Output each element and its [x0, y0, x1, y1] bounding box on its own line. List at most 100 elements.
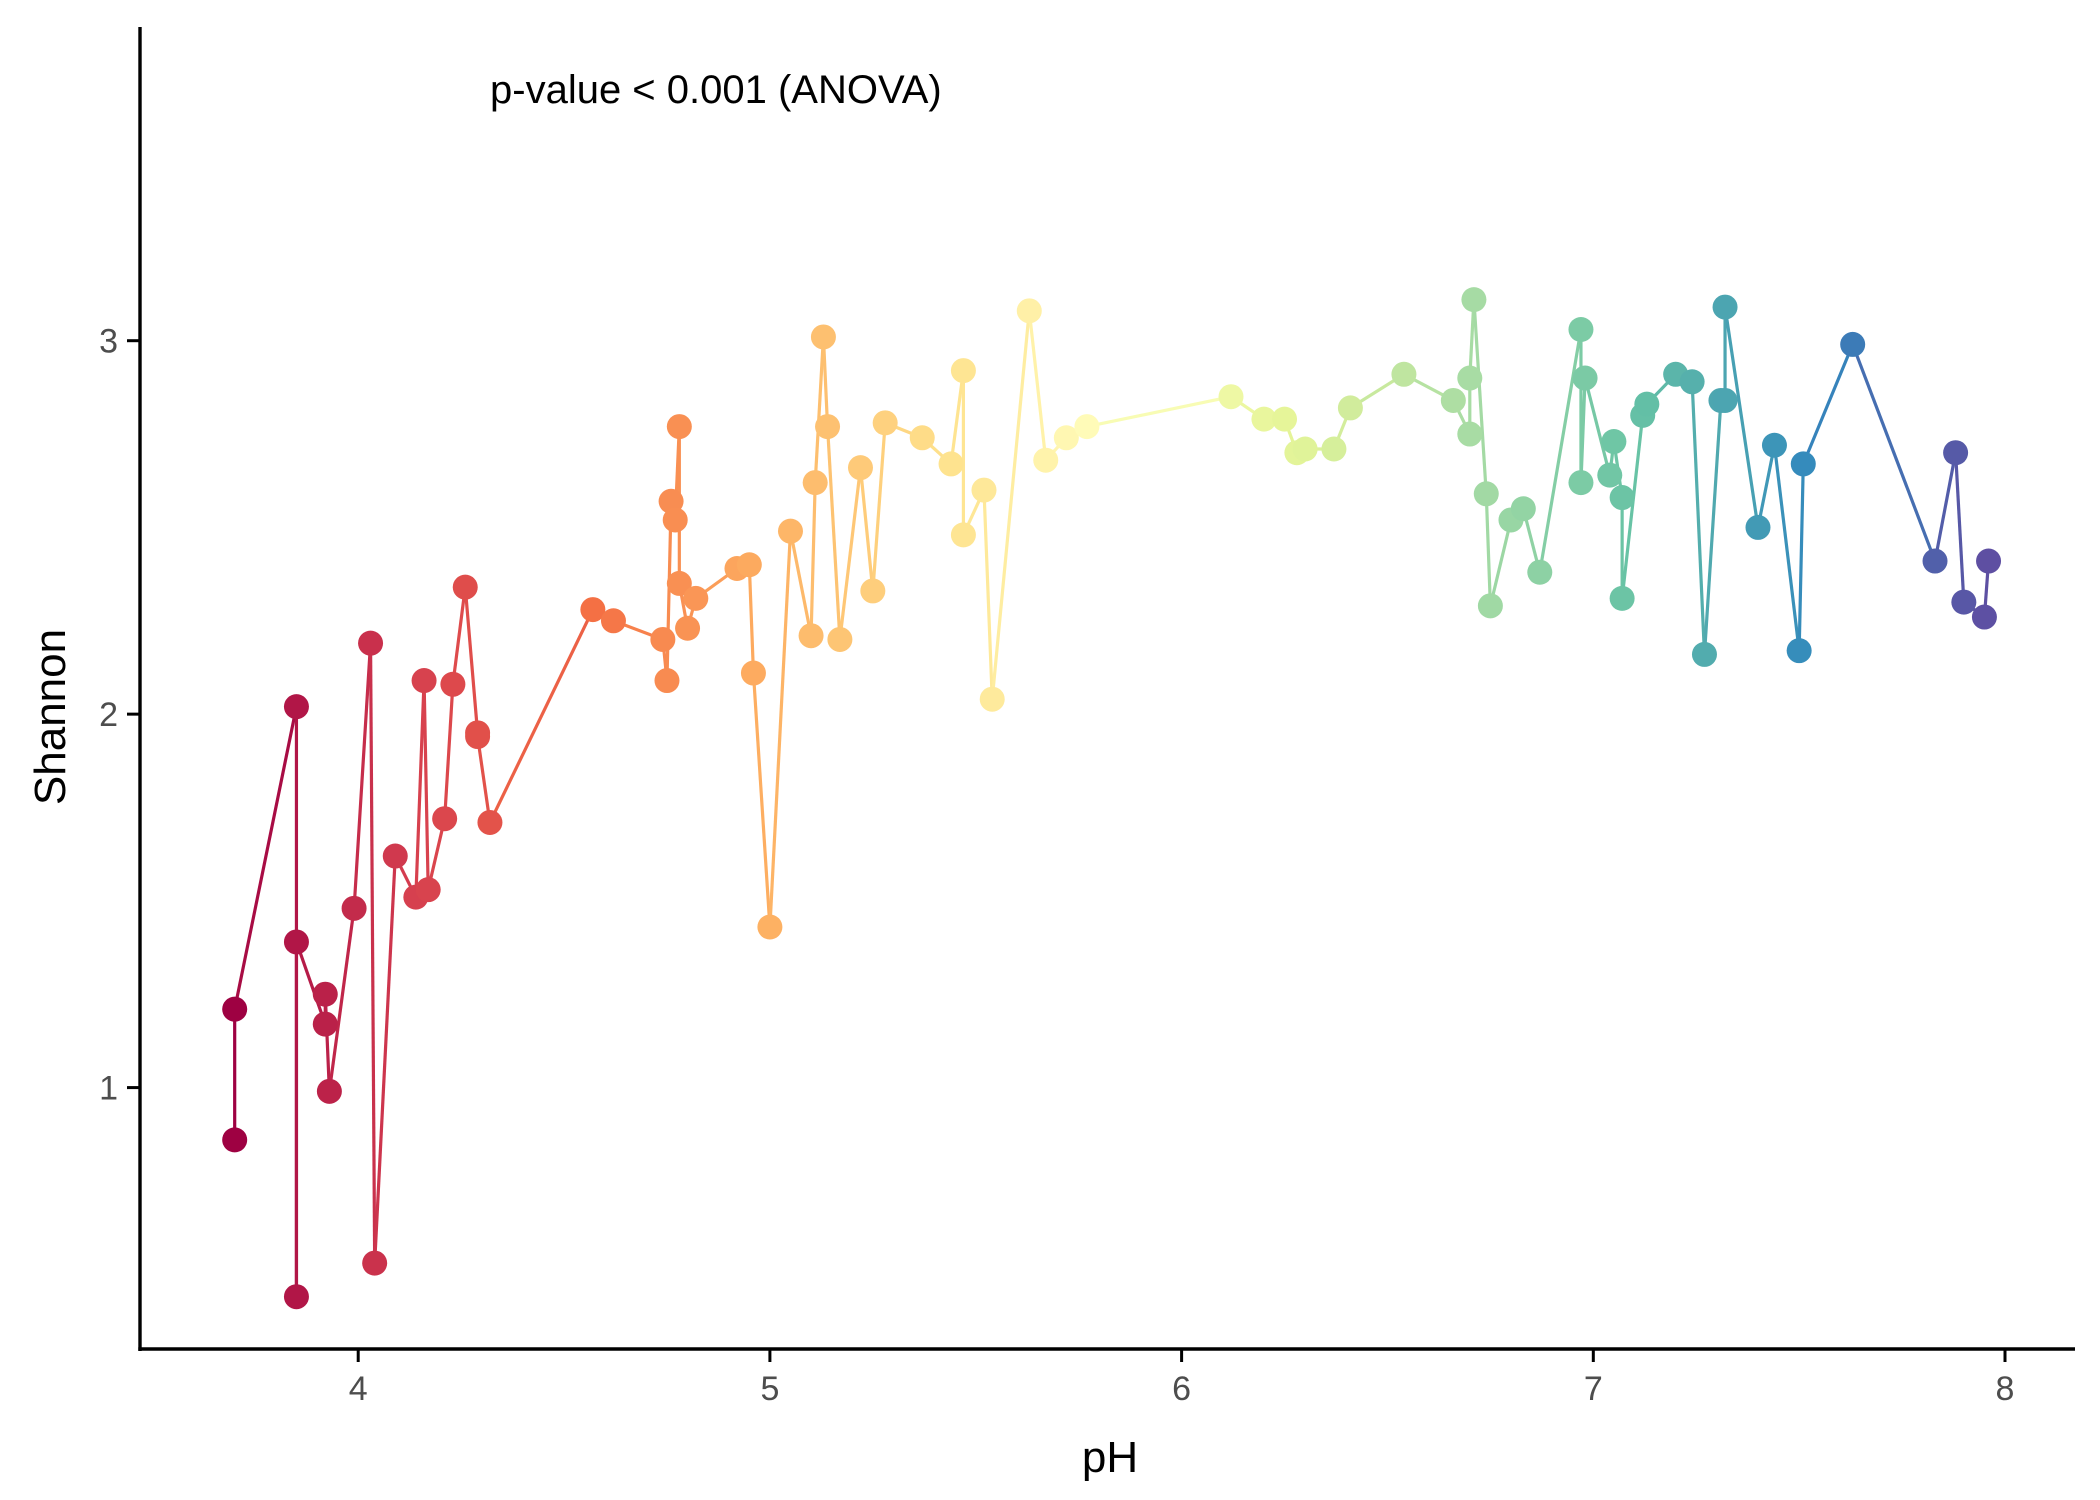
data-point: [1510, 496, 1536, 522]
data-point: [1634, 391, 1660, 417]
series-line-segment: [768, 531, 793, 928]
series-line-segment: [1579, 377, 1587, 483]
series-line-segment: [1620, 415, 1645, 599]
data-point: [1391, 361, 1417, 387]
data-point: [950, 358, 976, 384]
series-line-segment: [1756, 444, 1777, 528]
data-point: [1016, 298, 1042, 324]
data-point: [815, 414, 841, 440]
data-point: [1457, 421, 1483, 447]
series-line-segment: [1933, 452, 1958, 562]
data-point: [1712, 294, 1738, 320]
series-line-segment: [476, 736, 492, 823]
data-point: [1457, 365, 1483, 391]
series-line-segment: [747, 564, 756, 674]
data-point: [1597, 462, 1623, 488]
series-points: [222, 287, 2002, 1310]
series-line-segment: [990, 310, 1031, 700]
data-point: [1609, 485, 1635, 511]
data-point: [1527, 559, 1553, 585]
data-point: [1790, 451, 1816, 477]
data-point: [777, 518, 803, 544]
data-point: [666, 414, 692, 440]
data-point: [312, 981, 338, 1007]
series-line-segment: [451, 586, 467, 685]
series-line-segment: [871, 422, 887, 592]
data-point: [1440, 387, 1466, 413]
data-point: [362, 1250, 388, 1276]
y-axis-ticks: 1 2 3: [99, 323, 140, 1108]
data-point: [1609, 585, 1635, 611]
data-point: [1761, 432, 1787, 458]
x-axis-ticks: 4 5 6 7 8: [349, 1349, 2014, 1408]
data-point: [740, 660, 766, 686]
data-point: [341, 895, 367, 921]
series-line-segment: [1723, 306, 1760, 528]
data-point: [283, 694, 309, 720]
data-point: [802, 470, 828, 496]
data-point: [222, 996, 248, 1022]
series-line-segment: [1851, 343, 1937, 562]
data-point: [1971, 604, 1997, 630]
data-point: [1601, 429, 1627, 455]
data-point: [283, 1284, 309, 1310]
x-tick-label: 4: [349, 1370, 368, 1408]
data-point: [872, 410, 898, 436]
data-point: [950, 522, 976, 548]
series-line-segment: [949, 370, 965, 465]
data-point: [827, 626, 853, 652]
y-tick-label: 3: [99, 323, 118, 361]
data-point: [440, 671, 466, 697]
y-axis-title: Shannon: [26, 629, 75, 805]
data-point: [1272, 406, 1298, 432]
y-tick-label: 2: [99, 696, 118, 734]
data-point: [411, 668, 437, 694]
data-point: [1337, 395, 1363, 421]
data-point: [1053, 425, 1079, 451]
data-point: [477, 809, 503, 835]
data-point: [1568, 316, 1594, 342]
series-line-segment: [809, 482, 817, 636]
x-axis-title: pH: [1082, 1433, 1138, 1482]
data-point: [666, 570, 692, 596]
data-point: [757, 914, 783, 940]
x-tick-label: 5: [760, 1370, 779, 1408]
series-line-segment: [1797, 463, 1805, 651]
data-point: [1074, 414, 1100, 440]
series-line-segment: [373, 855, 397, 1264]
series-line-segment: [1488, 519, 1513, 607]
series-line-segment: [1027, 310, 1048, 461]
series-line-segment: [1702, 400, 1723, 655]
data-point: [312, 1011, 338, 1037]
data-point: [1786, 638, 1812, 664]
series-line-segment: [414, 680, 426, 898]
series-line-segment: [323, 994, 331, 1092]
data-point: [1572, 365, 1598, 391]
data-point: [432, 806, 458, 832]
series-line-segment: [1801, 343, 1855, 465]
series-line-segment: [294, 941, 327, 1025]
series-line-segment: [838, 467, 863, 640]
data-point: [736, 552, 762, 578]
series-line-segment: [368, 643, 377, 1264]
data-point: [358, 630, 384, 656]
data-point: [658, 488, 684, 514]
x-tick-label: 7: [1584, 1370, 1603, 1408]
data-point: [600, 608, 626, 634]
series-line-segment: [488, 608, 595, 824]
data-point: [222, 1127, 248, 1153]
data-point: [909, 425, 935, 451]
series-line-segment: [233, 706, 299, 1010]
data-point: [847, 455, 873, 481]
data-point: [580, 597, 606, 623]
series-line-segment: [982, 490, 994, 700]
data-point: [650, 626, 676, 652]
data-point: [382, 843, 408, 869]
data-point: [979, 686, 1005, 712]
data-point: [283, 929, 309, 955]
series-line-segment: [1954, 452, 1966, 603]
annotation-text: p-value < 0.001 (ANOVA): [490, 68, 942, 112]
data-point: [1745, 514, 1771, 540]
series-line-segment: [751, 672, 772, 928]
data-point: [798, 623, 824, 649]
